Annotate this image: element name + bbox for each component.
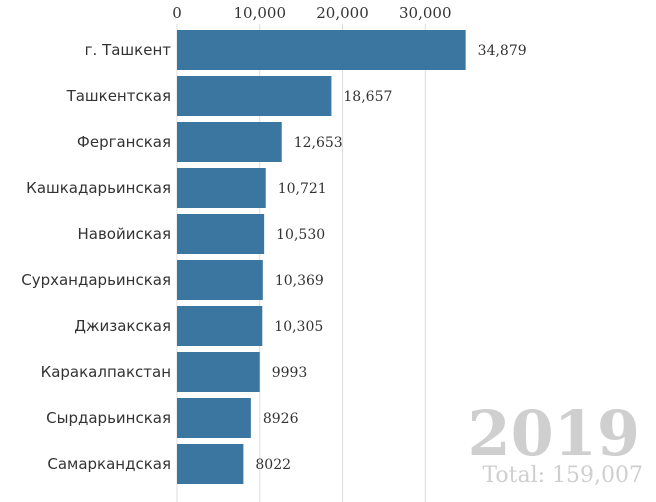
category-label: Ташкентская (66, 87, 171, 105)
value-label: 10,305 (274, 319, 323, 335)
x-tick-label: 30,000 (399, 4, 452, 22)
x-tick-label: 20,000 (316, 4, 369, 22)
value-label: 8022 (255, 457, 291, 473)
value-label: 9993 (272, 365, 308, 381)
category-label: Самаркандская (47, 455, 171, 473)
x-tick-label: 10,000 (234, 4, 287, 22)
category-label: Ферганская (77, 133, 171, 151)
bar (177, 352, 260, 392)
bar (177, 260, 263, 300)
x-tick-label: 0 (172, 4, 182, 22)
category-label: Сурхандарьинская (21, 271, 171, 289)
bar (177, 444, 244, 484)
value-label: 12,653 (294, 135, 343, 151)
category-label: Сырдарьинская (46, 409, 171, 427)
category-label: г. Ташкент (85, 41, 172, 59)
value-label: 34,879 (478, 43, 527, 59)
category-label: Навойиская (77, 225, 171, 243)
bar (177, 76, 332, 116)
value-label: 10,721 (278, 181, 327, 197)
year-label: 2019 (467, 397, 640, 470)
bar (177, 398, 251, 438)
bar (177, 214, 265, 254)
value-labels: 34,879 18,657 12,653 10,721 10,530 10,369 10,3… (255, 43, 526, 473)
value-label: 10,530 (276, 227, 325, 243)
bar (177, 306, 263, 346)
x-axis-ticks: 0 10,000 20,000 30,000 (172, 4, 451, 22)
category-labels: г. Ташкент Ташкентская Ферганская Кашкадарь… (21, 41, 171, 473)
category-label: Каракалпакстан (41, 363, 171, 381)
category-label: Кашкадарьинская (26, 179, 171, 197)
category-label: Джизакская (74, 317, 171, 335)
value-label: 10,369 (275, 273, 324, 289)
value-label: 18,657 (343, 89, 392, 105)
bar (177, 122, 282, 162)
value-label: 8926 (263, 411, 299, 427)
bar (177, 168, 266, 208)
bar (177, 30, 466, 70)
total-label: Total: 159,007 (482, 463, 643, 488)
bars (177, 30, 466, 484)
